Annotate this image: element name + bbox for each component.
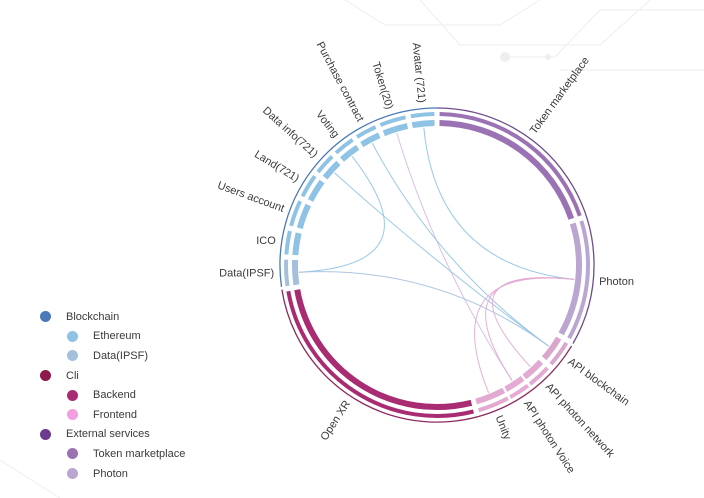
segment-arc-outer [355,125,377,139]
legend-dot [40,370,51,382]
segment-label: Token marketplace [528,55,592,137]
legend-item: Data(IPSF) [40,346,185,366]
segment-arc-outer [286,290,474,418]
segment-label: Token(20) [369,61,395,111]
segment-arc-outer [316,154,334,174]
segment-label: Open XR [318,398,353,443]
legend-dot [40,311,51,323]
segment-label: Photon [599,276,634,288]
segment-arc-inner [294,289,473,410]
legend-label: Ethereum [93,330,141,343]
segment-label: Unity [493,414,514,442]
legend-item: Cli [40,366,185,386]
segment-arc-inner [411,120,435,129]
segment-label: Avatar (721) [410,42,428,103]
segment-arc-outer [567,220,590,340]
legend-item: Frontend [40,405,185,425]
segment-arc-outer [439,112,582,217]
segment-arc-outer [509,383,530,399]
legend-item: Token marketplace [40,444,185,464]
legend-item: Backend [40,385,185,405]
legend-dot [67,330,78,342]
legend-label: Cli [66,369,79,382]
legend-label: Backend [93,389,136,402]
segment-label: Land(721) [252,148,301,184]
segment-arc-inner [292,232,302,256]
segment-arc-outer [334,138,354,155]
segment-arc-outer [410,112,435,119]
legend-dot [67,389,78,401]
chord-link [371,142,549,347]
chord-link [299,155,385,273]
segment-arc-inner [322,160,341,180]
group-arc [436,107,595,344]
legend-label: Token marketplace [93,447,186,460]
segment-arc-inner [307,179,325,202]
segment-arc-inner [522,359,544,380]
segment-arc-outer [379,115,407,127]
segment-arc-inner [296,203,312,230]
legend-item: Ethereum [40,327,185,347]
segment-arc-outer [284,259,290,287]
group-arc [279,107,438,287]
segment-arc-outer [284,230,292,255]
segment-arc-outer [289,200,302,227]
chord-link [396,132,513,381]
segment-arc-outer [300,175,317,198]
legend-dot [40,428,51,440]
segment-arc-outer [549,341,569,366]
legend-label: External services [66,428,150,441]
segment-arc-inner [439,120,575,220]
legend-dot [67,448,78,460]
legend-label: Data(IPSF) [93,349,149,362]
segment-label: API blockchain [565,356,631,408]
segment-label: Data(IPSF) [219,267,274,279]
chord-link [299,271,549,347]
chord-link [485,277,575,381]
legend-label: Frontend [93,408,138,421]
segment-arc-inner [382,123,409,137]
chord-link [423,127,575,280]
segment-label: Voting [313,109,341,140]
legend-label: Blockchain [66,310,120,323]
segment-arc-inner [292,259,300,286]
segment-label: ICO [256,235,276,247]
segment-arc-outer [478,396,509,413]
segment-arc-inner [504,375,525,392]
chord-link [492,277,575,368]
legend-item: Blockchain [40,307,185,327]
chord-link [334,172,549,347]
legend-item: Photon [40,464,185,484]
legend-dot [67,468,78,480]
legend-label: Photon [93,467,128,480]
legend-item: External services [40,425,185,445]
segment-arc-outer [528,366,549,386]
segment-label: Users account [216,180,286,215]
legend-dot [67,409,78,421]
segment-label: Data info(721) [260,105,320,161]
segment-arc-inner [558,222,582,336]
legend: Blockchain Ethereum Data(IPSF) Cli Backe… [40,307,185,483]
group-arc [281,289,573,423]
segment-arc-inner [339,144,360,162]
segment-arc-inner [475,387,506,405]
segment-arc-inner [360,132,381,148]
legend-dot [67,350,78,362]
segment-arc-inner [541,336,562,361]
